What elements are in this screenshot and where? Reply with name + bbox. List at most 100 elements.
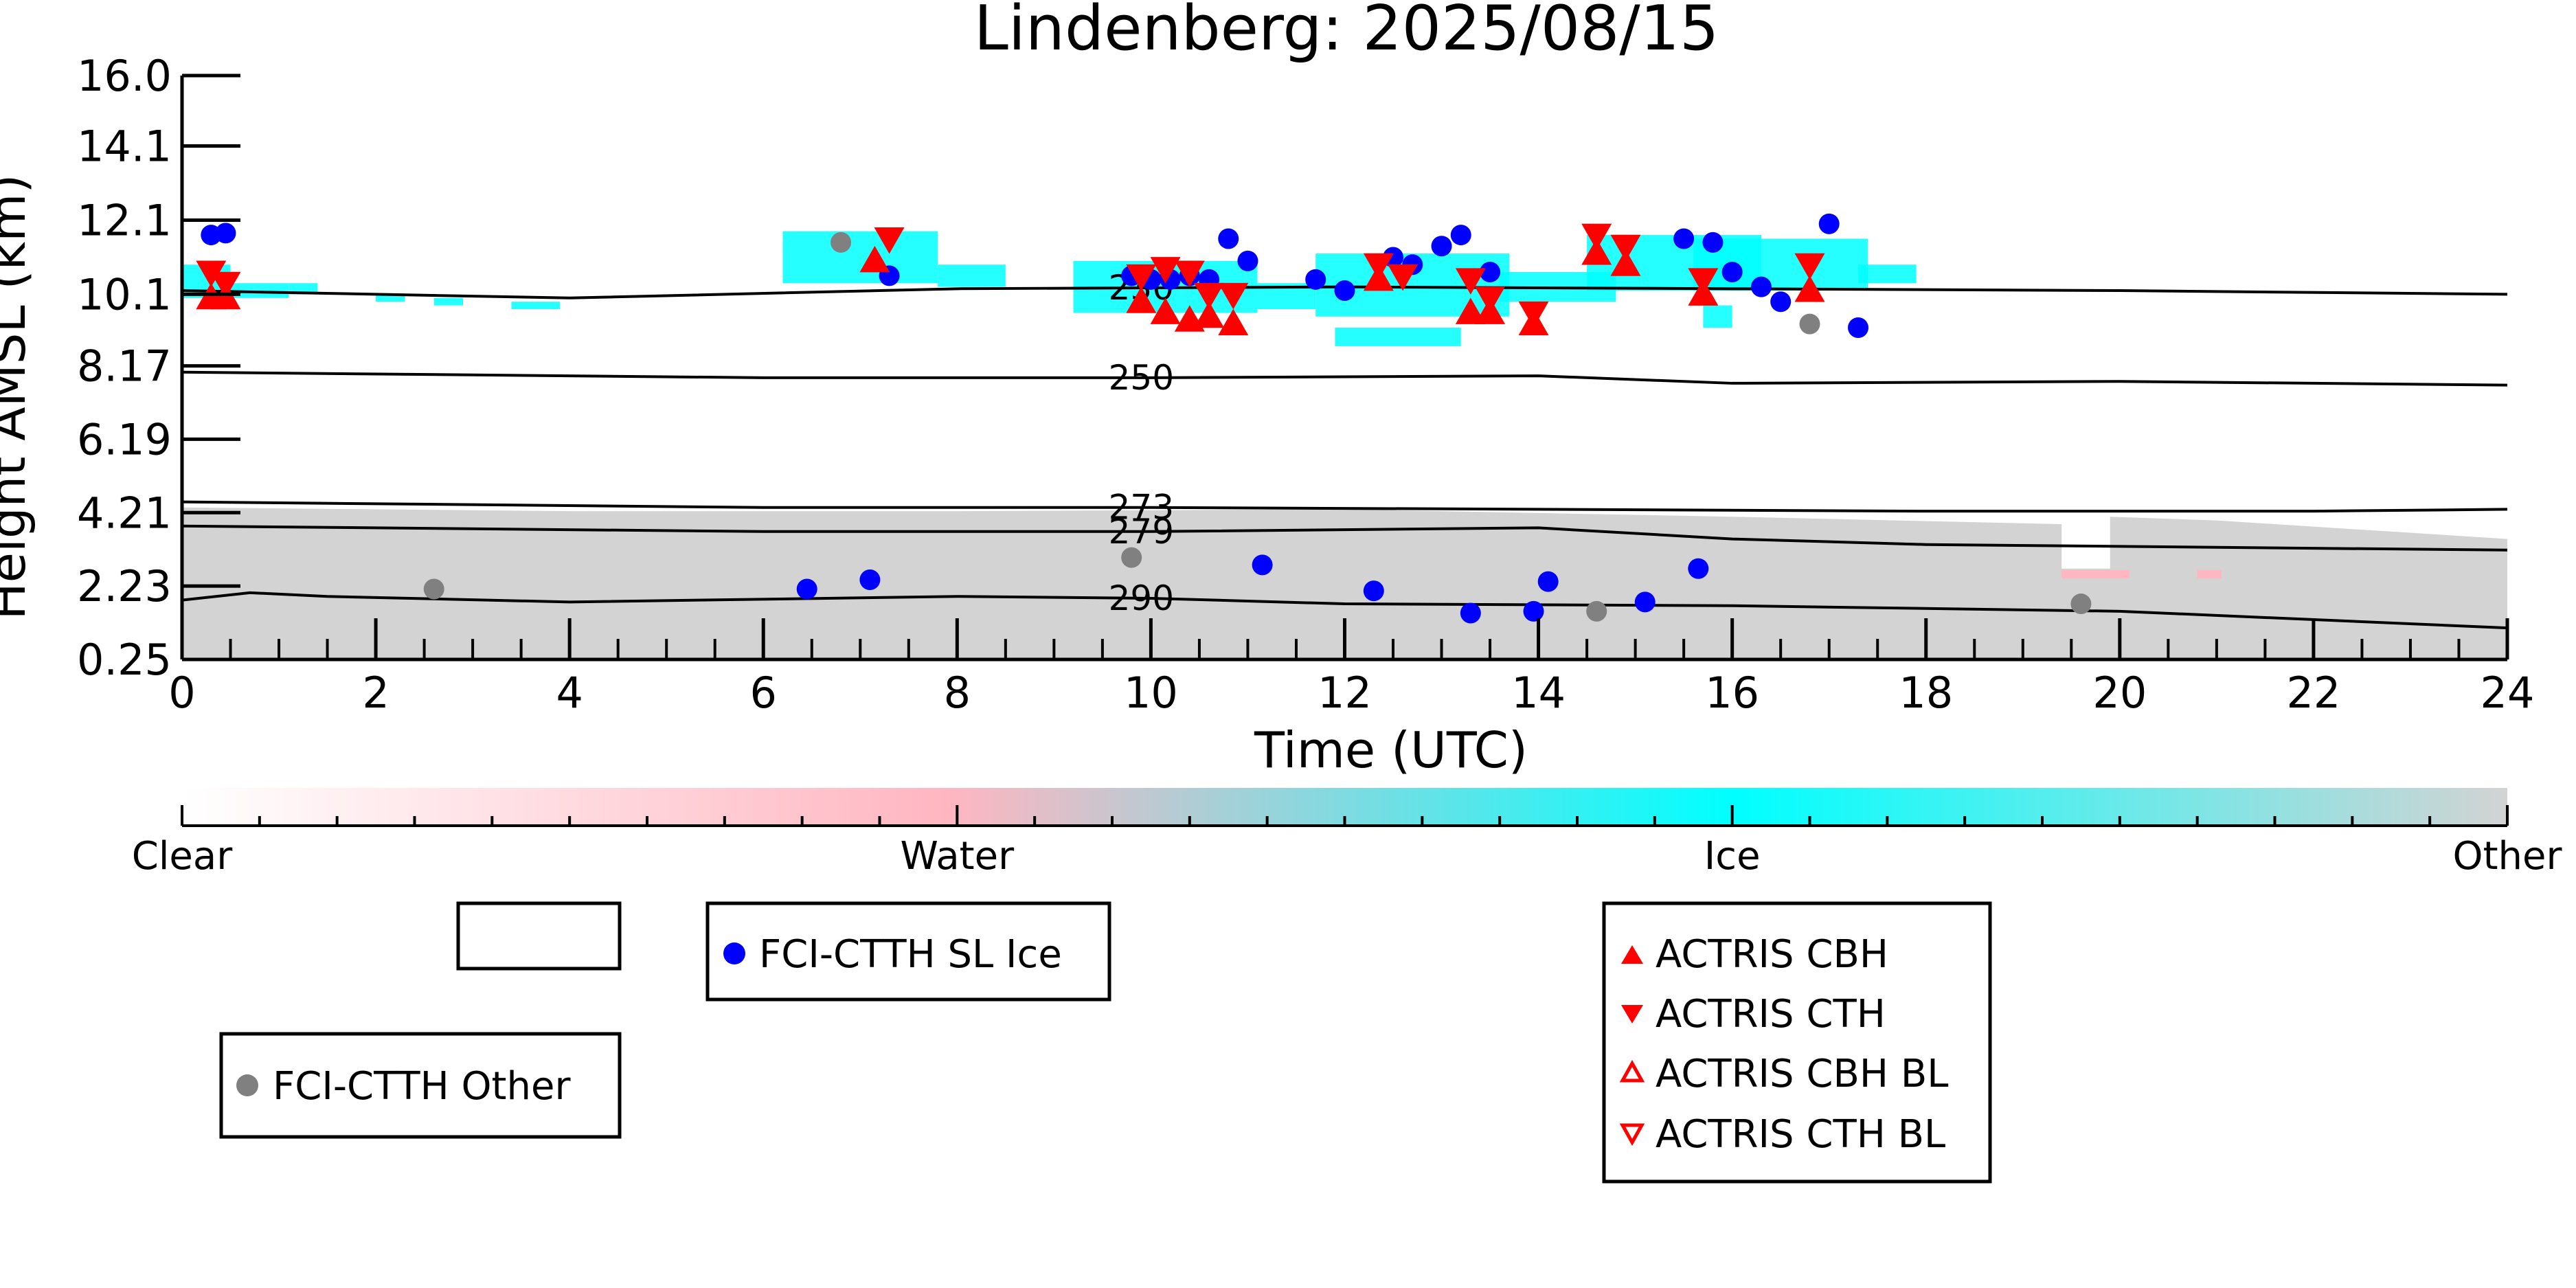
point-actris-cbh	[1218, 308, 1249, 336]
x-tick-label: 24	[2481, 668, 2535, 718]
legends: FCI-CTTH SL Ice FCI-CTTH Other ACTRIS CB…	[219, 901, 1992, 1184]
legend-box-actris: ACTRIS CBH ACTRIS CTH ACTRIS CBH BL ACTR…	[1602, 901, 1992, 1184]
point-fci-ctth-sl-ice	[1431, 236, 1452, 257]
point-actris-cth	[1581, 223, 1612, 251]
point-actris-cth	[1174, 260, 1205, 288]
point-fci-ctth-other	[1586, 600, 1607, 622]
point-fci-ctth-other	[1121, 547, 1142, 568]
x-tick-label: 12	[1318, 668, 1372, 718]
point-fci-ctth-other	[1799, 313, 1820, 335]
x-tick-label: 8	[944, 668, 971, 718]
colorbar-label-other: Other	[2452, 834, 2562, 879]
legend-label-actris-cth-bl: ACTRIS CTH BL	[1656, 1112, 1945, 1157]
point-fci-ctth-sl-ice	[1848, 317, 1869, 338]
colorbar-label-clear: Clear	[132, 834, 233, 879]
point-fci-ctth-sl-ice	[1523, 600, 1544, 622]
ice-patch	[938, 264, 1006, 287]
point-fci-ctth-sl-ice	[1688, 558, 1709, 579]
legend-box-other-frame	[219, 1032, 622, 1139]
y-tick-label: 4.21	[77, 488, 172, 538]
legend-empty-box	[456, 901, 622, 971]
chart-title: Lindenberg: 2025/08/15	[974, 0, 1719, 65]
point-fci-ctth-sl-ice	[1363, 580, 1384, 602]
point-fci-ctth-sl-ice	[1818, 213, 1840, 234]
legend-marker-fci-ice	[723, 942, 745, 964]
point-actris-cth	[1363, 253, 1394, 280]
point-actris-cbh	[1194, 301, 1225, 328]
ice-patch	[782, 231, 938, 284]
colorbar-labels: Clear Water Ice Other	[132, 834, 2563, 879]
y-tick-label: 8.17	[77, 341, 172, 392]
point-fci-ctth-other	[2070, 594, 2092, 615]
point-actris-cth	[1794, 253, 1825, 280]
x-tick-label: 2	[362, 668, 389, 718]
point-actris-cth	[1518, 301, 1549, 328]
point-fci-ctth-other	[831, 231, 852, 253]
y-tick-label: 14.1	[77, 122, 172, 172]
ice-patch	[376, 294, 405, 302]
x-tick-label: 14	[1511, 668, 1566, 718]
legend-box-ice-frame	[705, 901, 1111, 1002]
ice-patch	[1703, 305, 1732, 328]
point-actris-cth	[1475, 286, 1506, 313]
x-tick-label: 18	[1899, 668, 1953, 718]
legend-box-actris-frame	[1602, 901, 1992, 1184]
point-fci-ctth-sl-ice	[1450, 225, 1471, 246]
contour-290	[181, 591, 2508, 630]
data-markers	[196, 213, 2092, 624]
colorbar-label-water: Water	[901, 834, 1015, 879]
point-actris-cth	[1194, 282, 1225, 310]
point-fci-ctth-sl-ice	[1218, 228, 1239, 249]
point-actris-cth	[1218, 282, 1249, 310]
colorbar-label-ice: Ice	[1704, 834, 1761, 879]
contour-label-279: 279	[1109, 512, 1174, 552]
point-actris-cbh	[1581, 238, 1612, 265]
y-tick-label: 0.25	[77, 635, 172, 685]
x-tick-label: 4	[556, 668, 583, 718]
contour-250	[181, 370, 2508, 387]
colorbar-ticks	[181, 805, 2509, 827]
point-actris-cth	[874, 227, 905, 254]
point-actris-cth	[1126, 264, 1157, 291]
point-actris-cbh	[1455, 297, 1486, 324]
point-actris-cbh	[1794, 275, 1825, 302]
y-tick-label: 10.1	[77, 269, 172, 319]
legend-marker-actris-cth	[1621, 1005, 1643, 1024]
point-fci-ctth-sl-ice	[215, 223, 236, 244]
legend-box-ice: FCI-CTTH SL Ice	[705, 901, 1111, 1002]
point-actris-cth	[1150, 257, 1181, 284]
legend-label-actris-cbh: ACTRIS CBH	[1656, 932, 1888, 977]
x-tick-label: 20	[2092, 668, 2147, 718]
point-fci-ctth-sl-ice	[1480, 262, 1501, 283]
contour-label-250: 250	[1109, 358, 1174, 398]
y-tick-label: 6.19	[77, 414, 172, 464]
x-tick-label: 6	[750, 668, 777, 718]
point-actris-cth	[210, 271, 241, 299]
legend-label-actris-cbh-bl: ACTRIS CBH BL	[1656, 1052, 1948, 1096]
colorbar: Clear Water Ice Other	[132, 788, 2563, 879]
point-fci-ctth-sl-ice	[1702, 231, 1724, 253]
y-axis-label: Height AMSL (km)	[0, 174, 36, 620]
point-fci-ctth-other	[423, 578, 444, 600]
point-actris-cth	[196, 260, 227, 288]
point-actris-cth	[1688, 268, 1719, 295]
ice-patch	[1858, 264, 1917, 284]
point-actris-cbh	[1126, 286, 1157, 313]
ice-patch	[433, 297, 464, 306]
water-patch	[2197, 569, 2222, 578]
point-actris-cth	[1388, 264, 1419, 291]
point-fci-ctth-sl-ice	[796, 578, 817, 600]
legend-label-fci-other: FCI-CTTH Other	[273, 1064, 571, 1109]
legend-marker-actris-cth-bl	[1619, 1123, 1645, 1146]
ice-patch	[1693, 238, 1868, 291]
point-actris-cth	[1455, 268, 1486, 295]
x-tick-label: 22	[2286, 668, 2340, 718]
y-tick-label: 2.23	[77, 561, 172, 611]
x-tick-label: 0	[168, 668, 195, 718]
point-fci-ctth-sl-ice	[1673, 228, 1695, 249]
axes: 0 2 4 6 8 10 12 14 16 18 20 22 240.252.234.216.198.1…	[77, 51, 2535, 718]
contour-label-290: 290	[1109, 578, 1174, 618]
point-actris-cbh	[859, 245, 890, 273]
point-fci-ctth-sl-ice	[1460, 602, 1481, 624]
